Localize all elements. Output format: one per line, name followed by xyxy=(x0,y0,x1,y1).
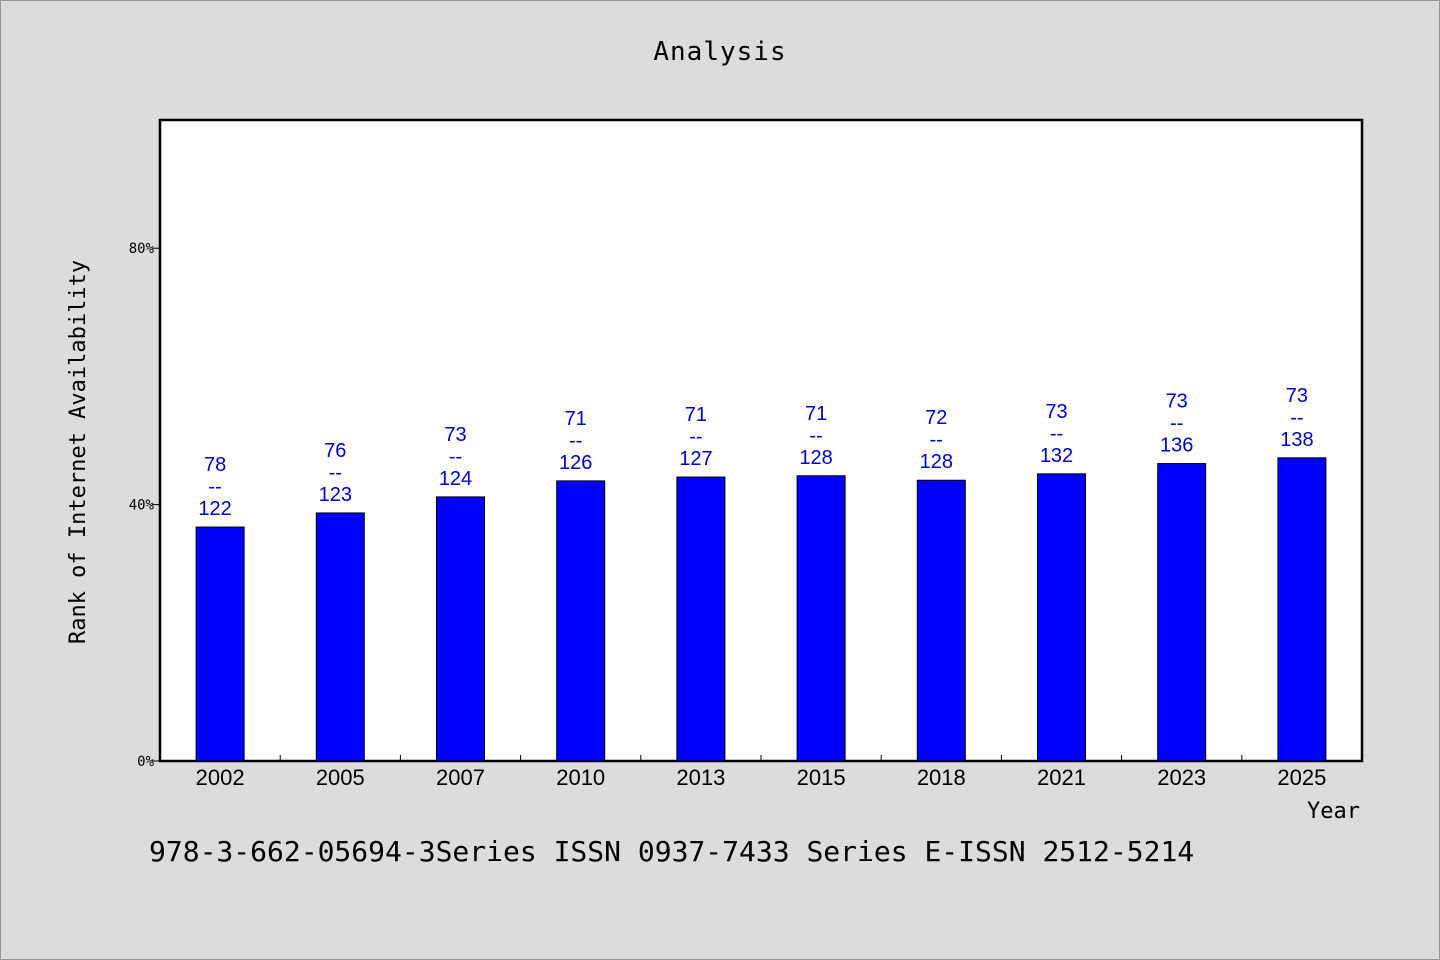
data-label: 71 xyxy=(805,403,827,425)
x-tick-label: 2007 xyxy=(436,765,485,790)
data-label: 73 xyxy=(444,424,466,446)
data-label: 122 xyxy=(198,498,231,520)
data-label: -- xyxy=(1290,407,1303,429)
data-label: 71 xyxy=(565,408,587,430)
x-axis-label: Year xyxy=(1307,799,1360,824)
y-axis-label: Rank of Internet Availability xyxy=(66,260,91,644)
data-label: -- xyxy=(1050,423,1063,445)
data-label: 73 xyxy=(1045,401,1067,423)
data-label: 128 xyxy=(799,447,832,469)
x-tick-label: 2002 xyxy=(196,765,245,790)
x-tick-label: 2015 xyxy=(797,765,846,790)
data-label: -- xyxy=(930,429,943,451)
data-label: 78 xyxy=(204,454,226,476)
x-tick-label: 2025 xyxy=(1277,765,1326,790)
bar xyxy=(1037,473,1086,762)
x-tick-label: 2021 xyxy=(1037,765,1086,790)
bar xyxy=(315,512,365,762)
data-label: 73 xyxy=(1166,391,1188,413)
data-label: 72 xyxy=(925,407,947,429)
bar xyxy=(436,496,485,762)
data-label: 126 xyxy=(559,452,592,474)
bar xyxy=(1277,457,1327,762)
bar xyxy=(676,476,726,762)
data-label: 73 xyxy=(1286,385,1308,407)
data-labels: 122--78123--76124--73126--71127--71128--… xyxy=(198,385,1313,520)
data-label: -- xyxy=(208,476,221,498)
data-label: -- xyxy=(1170,413,1183,435)
data-label: -- xyxy=(329,462,342,484)
data-label: 132 xyxy=(1040,445,1073,467)
data-label: 123 xyxy=(319,484,352,506)
chart-title: Analysis xyxy=(653,37,787,67)
x-tick-label: 2013 xyxy=(676,765,725,790)
data-label: 136 xyxy=(1160,435,1193,457)
bar xyxy=(796,475,846,762)
data-label: 138 xyxy=(1280,429,1313,451)
data-label: -- xyxy=(569,430,582,452)
x-tick-label: 2010 xyxy=(556,765,605,790)
data-label: 128 xyxy=(920,451,953,473)
data-label: 124 xyxy=(439,468,472,490)
data-label: -- xyxy=(689,426,702,448)
bar xyxy=(916,479,966,762)
y-tick-label: 80% xyxy=(129,241,155,257)
y-tick-label: 0% xyxy=(137,754,154,770)
bar xyxy=(1157,463,1207,762)
bar xyxy=(195,526,245,762)
bar xyxy=(556,480,606,762)
data-label: -- xyxy=(449,446,462,468)
x-axis: 2002 2005 2007 2010 2013 2015 2018 2021 2023 2025 xyxy=(196,755,1326,790)
data-label: 76 xyxy=(324,440,346,462)
x-tick-label: 2023 xyxy=(1157,765,1206,790)
bar-series xyxy=(195,457,1327,762)
y-axis: 0% 40% 80% xyxy=(129,241,160,770)
footnote: 978-3-662-05694-3Series ISSN 0937-7433 S… xyxy=(149,835,1195,868)
data-label: 127 xyxy=(679,448,712,470)
data-label: 71 xyxy=(685,404,707,426)
x-tick-label: 2005 xyxy=(316,765,365,790)
data-label: -- xyxy=(809,425,822,447)
y-tick-label: 40% xyxy=(129,498,155,514)
x-tick-label: 2018 xyxy=(917,765,966,790)
